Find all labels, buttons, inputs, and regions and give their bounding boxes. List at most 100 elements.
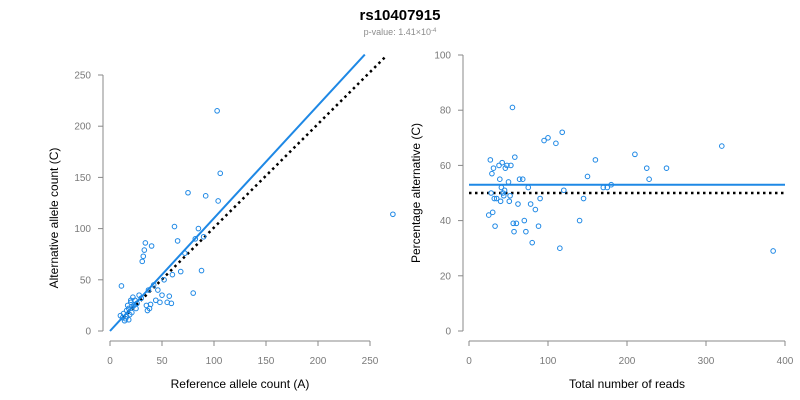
data-point <box>604 184 611 191</box>
data-point <box>139 258 146 265</box>
data-point <box>498 184 505 191</box>
data-point <box>545 135 551 141</box>
x-tick-label: 300 <box>698 356 715 367</box>
fit-line <box>109 53 366 332</box>
data-point <box>511 228 517 235</box>
data-point <box>215 198 221 204</box>
data-point <box>134 300 140 307</box>
x-tick-label: 250 <box>362 356 379 367</box>
data-point <box>504 162 510 169</box>
data-point <box>493 195 500 202</box>
data-point <box>489 170 495 177</box>
data-point <box>195 225 202 232</box>
data-point <box>118 283 125 289</box>
x-tick-label: 50 <box>156 356 168 367</box>
data-point <box>632 151 638 158</box>
data-point <box>497 198 504 205</box>
data-point <box>142 240 149 246</box>
data-point <box>523 228 529 235</box>
subtitle-text: p-value: 1.41×10 <box>364 27 431 37</box>
data-point <box>491 195 498 202</box>
data-point <box>157 299 163 306</box>
data-point <box>519 176 526 182</box>
data-point <box>535 223 542 229</box>
data-point <box>159 292 165 298</box>
data-point <box>147 301 154 308</box>
data-point <box>608 181 615 188</box>
data-point <box>492 223 498 229</box>
y-tick-label: 80 <box>440 106 452 117</box>
data-point <box>174 238 181 244</box>
x-tick-label: 0 <box>107 356 113 367</box>
data-point <box>148 243 155 249</box>
data-point <box>643 165 650 171</box>
reference-line <box>122 55 387 319</box>
data-point <box>513 220 520 227</box>
data-point <box>214 108 220 114</box>
data-point <box>502 165 509 171</box>
data-point <box>541 137 547 144</box>
data-point <box>182 250 188 256</box>
y-axis-title: Percentage alternative (C) <box>409 123 423 263</box>
x-tick-label: 200 <box>619 356 636 367</box>
data-point <box>496 162 502 169</box>
data-point <box>490 165 497 171</box>
y-axis-title: Alternative allele count (C) <box>47 148 61 289</box>
data-point <box>515 201 521 207</box>
data-point <box>390 211 396 218</box>
y-tick-label: 100 <box>74 224 91 235</box>
data-point <box>129 309 135 316</box>
data-point <box>646 176 652 182</box>
y-tick-label: 40 <box>440 216 452 227</box>
data-point <box>529 239 536 246</box>
data-point <box>155 287 161 293</box>
y-tick-label: 100 <box>434 51 451 62</box>
chart-subtitle: p-value: 1.41×10-4 <box>364 27 437 37</box>
data-point <box>553 140 559 147</box>
data-point <box>509 104 516 111</box>
data-point <box>166 293 173 299</box>
data-point <box>161 277 167 283</box>
data-point <box>500 190 506 196</box>
x-tick-label: 150 <box>258 356 275 367</box>
subtitle-exponent: -4 <box>431 28 437 34</box>
x-tick-label: 0 <box>466 356 472 367</box>
x-tick-label: 100 <box>540 356 557 367</box>
data-point <box>559 129 566 136</box>
data-point <box>200 233 207 240</box>
x-axis-title: Total number of reads <box>569 377 685 391</box>
y-tick-label: 20 <box>440 271 452 282</box>
data-point <box>185 189 191 196</box>
data-point <box>150 282 157 288</box>
x-axis-title: Reference allele count (A) <box>171 377 310 391</box>
data-point <box>497 176 503 182</box>
y-tick-label: 60 <box>440 161 452 172</box>
data-point <box>532 206 539 213</box>
data-point <box>138 295 144 302</box>
data-point <box>584 173 591 180</box>
data-point <box>510 220 517 227</box>
y-tick-label: 150 <box>74 173 91 184</box>
y-tick-label: 50 <box>80 275 92 286</box>
data-point <box>501 187 508 194</box>
data-point <box>527 201 534 207</box>
data-point <box>198 267 205 274</box>
data-point <box>177 268 184 275</box>
data-point <box>168 300 175 307</box>
data-point <box>190 290 196 296</box>
data-point <box>487 157 494 163</box>
data-point <box>505 179 512 185</box>
x-tick-label: 100 <box>206 356 223 367</box>
right-scatter-panel: 0 100 200 300 400 Total number of reads 0 20 40 6… <box>409 51 794 392</box>
data-point <box>580 195 587 202</box>
data-point <box>719 143 725 149</box>
y-tick-label: 0 <box>85 327 91 338</box>
data-point <box>120 310 127 317</box>
data-point <box>592 157 599 163</box>
left-scatter-panel: 0 50 100 150 200 250 Reference allele count (A… <box>47 53 396 391</box>
data-point <box>125 316 132 323</box>
data-point <box>557 245 563 251</box>
y-tick-label: 250 <box>74 71 91 82</box>
data-point <box>512 154 518 160</box>
chart-title: rs10407915 <box>360 7 441 24</box>
